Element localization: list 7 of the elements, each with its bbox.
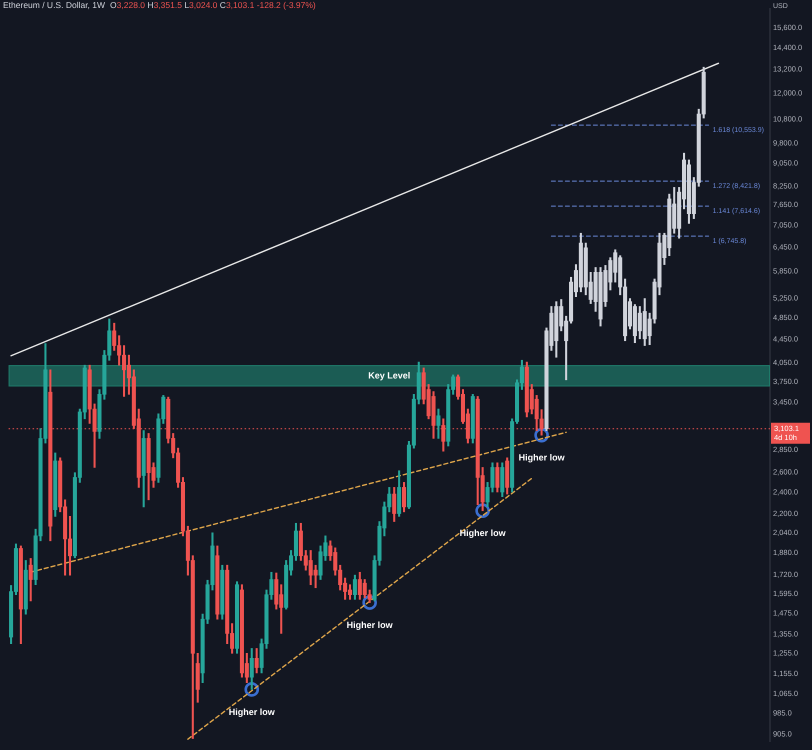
data-label: Higher low xyxy=(228,706,276,717)
data-label: Higher low xyxy=(346,620,394,630)
band-label: Key Level xyxy=(368,370,410,380)
data-label: Higher low xyxy=(518,452,566,463)
data-label: Higher low xyxy=(460,528,507,538)
text: O3,228.0 H3,351.5 L3,024.0 C3,103.1 -128.2 (-3.97%) xyxy=(110,0,316,10)
chart-title: Ethereum / U.S. Dollar, 1W xyxy=(3,0,106,10)
